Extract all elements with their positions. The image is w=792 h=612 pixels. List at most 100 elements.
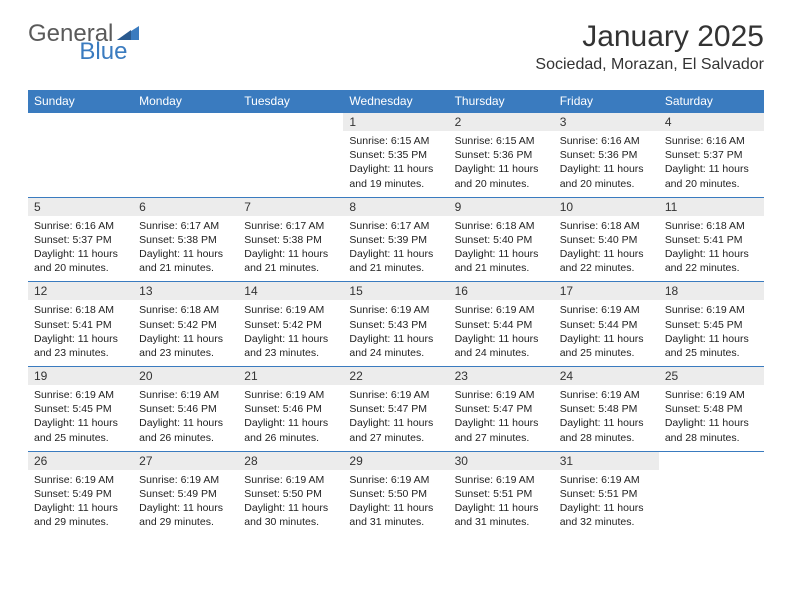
- sunset-text: Sunset: 5:38 PM: [244, 233, 337, 247]
- week-daydata-row: Sunrise: 6:19 AMSunset: 5:49 PMDaylight:…: [28, 470, 764, 536]
- sunrise-text: Sunrise: 6:18 AM: [455, 219, 548, 233]
- daylight-text: Daylight: 11 hours and 28 minutes.: [560, 416, 653, 444]
- sunset-text: Sunset: 5:39 PM: [349, 233, 442, 247]
- daylight-text: Daylight: 11 hours and 25 minutes.: [560, 332, 653, 360]
- day-cell: Sunrise: 6:19 AMSunset: 5:48 PMDaylight:…: [659, 385, 764, 451]
- sunset-text: Sunset: 5:36 PM: [455, 148, 548, 162]
- day-cell: [659, 470, 764, 536]
- day-cell: Sunrise: 6:15 AMSunset: 5:36 PMDaylight:…: [449, 131, 554, 197]
- day-number: 2: [449, 113, 554, 132]
- daylight-text: Daylight: 11 hours and 24 minutes.: [455, 332, 548, 360]
- sunrise-text: Sunrise: 6:19 AM: [455, 303, 548, 317]
- day-number: 21: [238, 367, 343, 386]
- sunset-text: Sunset: 5:50 PM: [349, 487, 442, 501]
- sunrise-text: Sunrise: 6:19 AM: [560, 388, 653, 402]
- sunset-text: Sunset: 5:45 PM: [34, 402, 127, 416]
- sunrise-text: Sunrise: 6:16 AM: [665, 134, 758, 148]
- day-cell: Sunrise: 6:19 AMSunset: 5:46 PMDaylight:…: [133, 385, 238, 451]
- day-cell: Sunrise: 6:19 AMSunset: 5:47 PMDaylight:…: [343, 385, 448, 451]
- sunset-text: Sunset: 5:46 PM: [139, 402, 232, 416]
- day-cell: Sunrise: 6:16 AMSunset: 5:37 PMDaylight:…: [659, 131, 764, 197]
- sunrise-text: Sunrise: 6:19 AM: [665, 388, 758, 402]
- day-number: 28: [238, 451, 343, 470]
- daylight-text: Daylight: 11 hours and 20 minutes.: [455, 162, 548, 190]
- day-number: [133, 113, 238, 132]
- sunset-text: Sunset: 5:48 PM: [560, 402, 653, 416]
- sunrise-text: Sunrise: 6:18 AM: [665, 219, 758, 233]
- day-number: 9: [449, 197, 554, 216]
- day-number: 27: [133, 451, 238, 470]
- sunset-text: Sunset: 5:42 PM: [139, 318, 232, 332]
- day-cell: Sunrise: 6:17 AMSunset: 5:38 PMDaylight:…: [133, 216, 238, 282]
- sunrise-text: Sunrise: 6:19 AM: [244, 473, 337, 487]
- day-number: 17: [554, 282, 659, 301]
- daylight-text: Daylight: 11 hours and 29 minutes.: [34, 501, 127, 529]
- sunrise-text: Sunrise: 6:16 AM: [34, 219, 127, 233]
- day-cell: Sunrise: 6:16 AMSunset: 5:37 PMDaylight:…: [28, 216, 133, 282]
- daylight-text: Daylight: 11 hours and 23 minutes.: [244, 332, 337, 360]
- week-daynum-row: 262728293031: [28, 451, 764, 470]
- daylight-text: Daylight: 11 hours and 32 minutes.: [560, 501, 653, 529]
- day-cell: Sunrise: 6:19 AMSunset: 5:46 PMDaylight:…: [238, 385, 343, 451]
- day-cell: [238, 131, 343, 197]
- logo: General Blue: [28, 20, 191, 48]
- sunset-text: Sunset: 5:42 PM: [244, 318, 337, 332]
- sunrise-text: Sunrise: 6:18 AM: [139, 303, 232, 317]
- daylight-text: Daylight: 11 hours and 30 minutes.: [244, 501, 337, 529]
- day-number: 11: [659, 197, 764, 216]
- day-cell: Sunrise: 6:19 AMSunset: 5:44 PMDaylight:…: [449, 300, 554, 366]
- day-cell: Sunrise: 6:19 AMSunset: 5:50 PMDaylight:…: [343, 470, 448, 536]
- daylight-text: Daylight: 11 hours and 25 minutes.: [665, 332, 758, 360]
- sunset-text: Sunset: 5:48 PM: [665, 402, 758, 416]
- daylight-text: Daylight: 11 hours and 29 minutes.: [139, 501, 232, 529]
- sunrise-text: Sunrise: 6:17 AM: [139, 219, 232, 233]
- weekday-thursday: Thursday: [449, 90, 554, 113]
- week-daynum-row: 1234: [28, 113, 764, 132]
- daylight-text: Daylight: 11 hours and 21 minutes.: [455, 247, 548, 275]
- day-number: 31: [554, 451, 659, 470]
- sunrise-text: Sunrise: 6:19 AM: [244, 388, 337, 402]
- weekday-sunday: Sunday: [28, 90, 133, 113]
- week-daydata-row: Sunrise: 6:18 AMSunset: 5:41 PMDaylight:…: [28, 300, 764, 366]
- day-number: 4: [659, 113, 764, 132]
- day-cell: Sunrise: 6:19 AMSunset: 5:42 PMDaylight:…: [238, 300, 343, 366]
- sunset-text: Sunset: 5:36 PM: [560, 148, 653, 162]
- sunset-text: Sunset: 5:41 PM: [665, 233, 758, 247]
- sunset-text: Sunset: 5:49 PM: [34, 487, 127, 501]
- daylight-text: Daylight: 11 hours and 28 minutes.: [665, 416, 758, 444]
- day-number: 12: [28, 282, 133, 301]
- day-number: 23: [449, 367, 554, 386]
- day-cell: Sunrise: 6:15 AMSunset: 5:35 PMDaylight:…: [343, 131, 448, 197]
- daylight-text: Daylight: 11 hours and 23 minutes.: [139, 332, 232, 360]
- daylight-text: Daylight: 11 hours and 21 minutes.: [244, 247, 337, 275]
- day-number: [659, 451, 764, 470]
- day-number: 6: [133, 197, 238, 216]
- day-number: 7: [238, 197, 343, 216]
- daylight-text: Daylight: 11 hours and 26 minutes.: [244, 416, 337, 444]
- day-number: 1: [343, 113, 448, 132]
- day-cell: Sunrise: 6:18 AMSunset: 5:40 PMDaylight:…: [554, 216, 659, 282]
- day-cell: Sunrise: 6:19 AMSunset: 5:43 PMDaylight:…: [343, 300, 448, 366]
- day-number: 3: [554, 113, 659, 132]
- sunset-text: Sunset: 5:38 PM: [139, 233, 232, 247]
- day-cell: Sunrise: 6:19 AMSunset: 5:49 PMDaylight:…: [133, 470, 238, 536]
- day-cell: Sunrise: 6:19 AMSunset: 5:44 PMDaylight:…: [554, 300, 659, 366]
- sunrise-text: Sunrise: 6:19 AM: [455, 388, 548, 402]
- sunrise-text: Sunrise: 6:19 AM: [139, 473, 232, 487]
- sunrise-text: Sunrise: 6:19 AM: [244, 303, 337, 317]
- day-number: 22: [343, 367, 448, 386]
- day-number: 15: [343, 282, 448, 301]
- daylight-text: Daylight: 11 hours and 22 minutes.: [560, 247, 653, 275]
- sunset-text: Sunset: 5:40 PM: [560, 233, 653, 247]
- weekday-friday: Friday: [554, 90, 659, 113]
- sunrise-text: Sunrise: 6:19 AM: [34, 473, 127, 487]
- sunset-text: Sunset: 5:40 PM: [455, 233, 548, 247]
- day-cell: Sunrise: 6:18 AMSunset: 5:41 PMDaylight:…: [28, 300, 133, 366]
- day-number: 30: [449, 451, 554, 470]
- sunrise-text: Sunrise: 6:17 AM: [349, 219, 442, 233]
- week-daydata-row: Sunrise: 6:16 AMSunset: 5:37 PMDaylight:…: [28, 216, 764, 282]
- sunrise-text: Sunrise: 6:19 AM: [34, 388, 127, 402]
- daylight-text: Daylight: 11 hours and 24 minutes.: [349, 332, 442, 360]
- day-cell: Sunrise: 6:19 AMSunset: 5:48 PMDaylight:…: [554, 385, 659, 451]
- daylight-text: Daylight: 11 hours and 20 minutes.: [34, 247, 127, 275]
